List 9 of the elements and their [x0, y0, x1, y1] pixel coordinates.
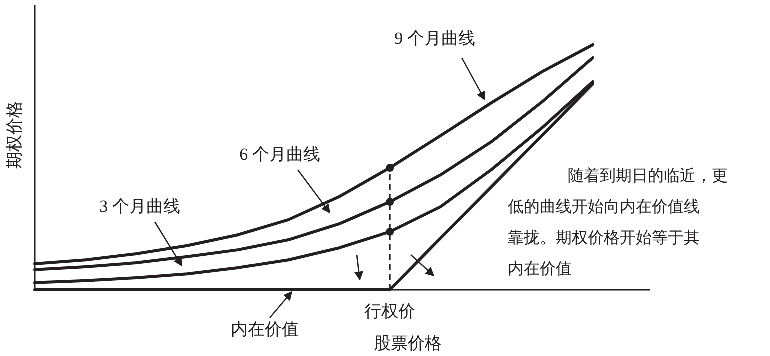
annotation: 9 个月曲线 [394, 29, 476, 48]
text: 行权价 [364, 302, 416, 321]
x-axis-title: 股票价格 [374, 334, 442, 353]
annotation: 6 个月曲线 [240, 145, 320, 164]
y-axis-title: 期权价格 [5, 101, 24, 169]
text: 内在价值 [231, 320, 299, 339]
annotation: 内在价值 [508, 260, 572, 278]
text: 随着到期日的临近，更低的曲线开始向内在价值线靠拢。期权价格开始等于其 [508, 168, 728, 247]
annotation: 3 个月曲线 [100, 197, 180, 216]
